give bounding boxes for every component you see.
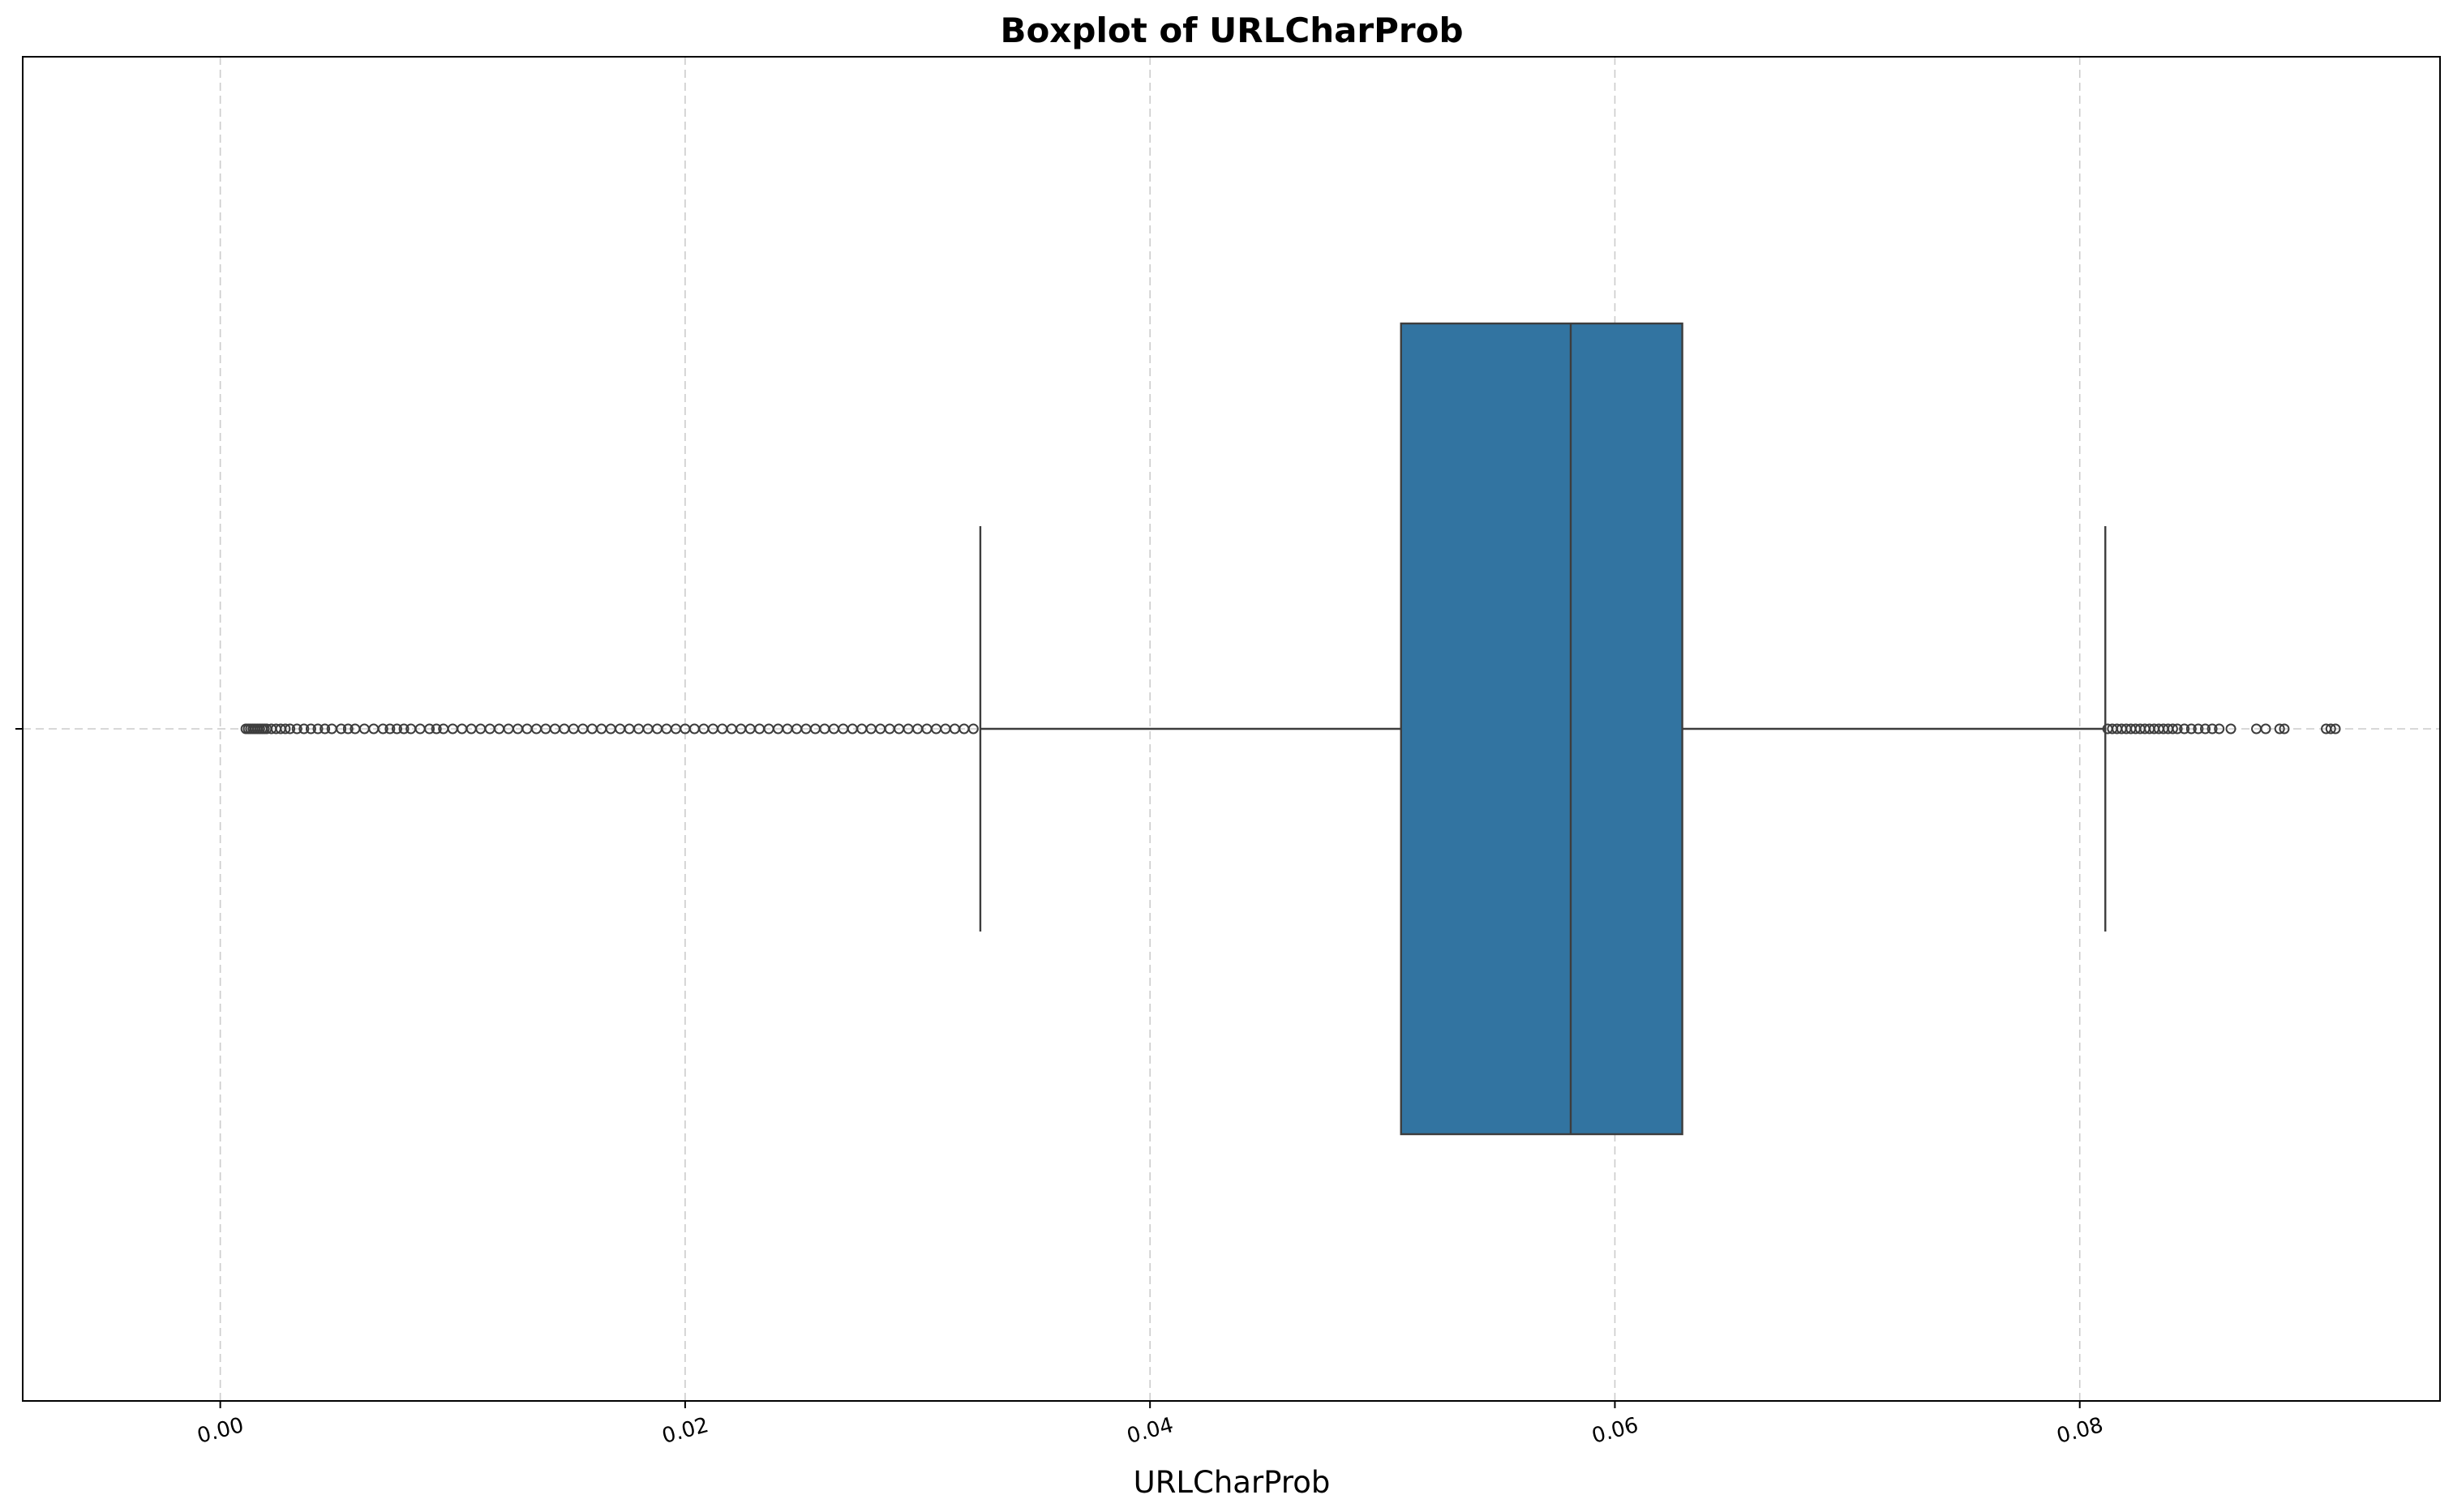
outlier-low-21 xyxy=(336,723,347,735)
outlier-low-18 xyxy=(312,723,324,735)
outlier-layer xyxy=(240,723,2341,735)
outlier-low-33 xyxy=(431,723,442,735)
box-layer xyxy=(979,322,2107,1136)
outlier-high-24 xyxy=(2260,723,2271,735)
outlier-low-28 xyxy=(391,723,402,735)
outlier-low-14 xyxy=(285,723,296,735)
outlier-low-27 xyxy=(384,723,396,735)
outlier-high-26 xyxy=(2279,723,2290,735)
x-axis-label: URLCharProb xyxy=(1134,1465,1331,1500)
outlier-low-19 xyxy=(319,723,331,735)
outlier-high-18 xyxy=(2193,723,2204,735)
iqr-box xyxy=(1400,322,1683,1136)
outlier-high-17 xyxy=(2185,723,2197,735)
outlier-high-15 xyxy=(2172,723,2183,735)
outlier-low-29 xyxy=(398,723,410,735)
outlier-high-16 xyxy=(2179,723,2190,735)
x-tick-label-1: 0.02 xyxy=(659,1413,711,1449)
outlier-high-29 xyxy=(2330,723,2341,735)
outlier-high-19 xyxy=(2199,723,2211,735)
outlier-high-22 xyxy=(2225,723,2236,735)
outlier-low-26 xyxy=(377,723,388,735)
x-tick-label-4: 0.08 xyxy=(2054,1413,2106,1449)
x-tick-label-0: 0.00 xyxy=(195,1413,247,1449)
outlier-low-22 xyxy=(342,723,354,735)
outlier-high-25 xyxy=(2274,723,2285,735)
outlier-high-21 xyxy=(2214,723,2225,735)
outlier-low-16 xyxy=(298,723,310,735)
outlier-low-17 xyxy=(305,723,316,735)
outlier-high-28 xyxy=(2325,723,2336,735)
outlier-low-91 xyxy=(967,723,979,735)
chart-title: Boxplot of URLCharProb xyxy=(1000,11,1463,50)
outlier-low-13 xyxy=(280,723,291,735)
outlier-low-15 xyxy=(291,723,302,735)
outlier-high-14 xyxy=(2167,723,2178,735)
x-tick-label-3: 0.06 xyxy=(1589,1413,1641,1449)
x-axis: 0.00 0.02 0.04 0.06 0.08 xyxy=(15,728,2106,1449)
x-tick-label-2: 0.04 xyxy=(1125,1413,1177,1449)
outlier-high-20 xyxy=(2206,723,2218,735)
outlier-low-32 xyxy=(424,723,435,735)
